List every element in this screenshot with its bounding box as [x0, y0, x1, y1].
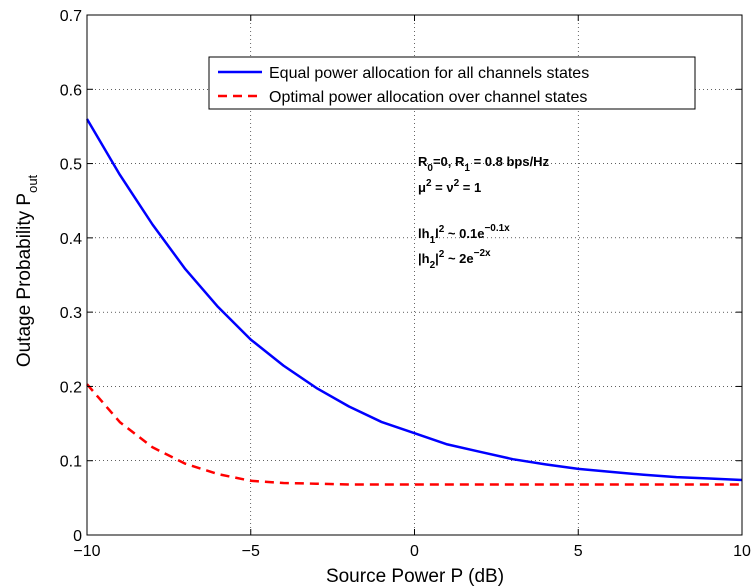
annotation-h1: lh1l2 ~ 0.1e−0.1x — [418, 223, 510, 246]
series-lines — [85, 118, 743, 486]
x-tick-label: −5 — [242, 543, 260, 560]
parameter-annotations: R0=0, R1 = 0.8 bps/Hz μ2 = ν2 = 1 lh1l2 … — [418, 154, 550, 271]
y-tick-label: 0.6 — [60, 82, 82, 99]
x-tick-label: 10 — [733, 543, 751, 560]
y-tick-label: 0.4 — [60, 231, 82, 248]
y-axis-label-group: Outage Probability Pout — [14, 174, 40, 367]
y-tick-label: 0 — [73, 528, 82, 545]
x-tick-label: 5 — [574, 543, 583, 560]
annotation-rates: R0=0, R1 = 0.8 bps/Hz — [418, 154, 550, 174]
y-tick-label: 0.7 — [60, 8, 82, 25]
legend-box — [208, 56, 696, 110]
legend-label-equal: Equal power allocation for all channels … — [269, 65, 589, 82]
axis-ticks: −10 −5 0 5 10 0 0.1 0.2 0.3 0.4 0.5 0.6 0.7 — [60, 8, 751, 560]
y-axis-label-main: Outage Probability P — [14, 193, 35, 367]
y-tick-label: 0.5 — [60, 157, 82, 174]
x-axis-label: Source Power P (dB) — [326, 566, 504, 587]
annotation-h2: |h2|2 ~ 2e−2x — [418, 248, 491, 271]
y-tick-label: 0.2 — [60, 379, 82, 396]
y-axis-label: Outage Probability Pout — [14, 174, 40, 367]
series-line-equal-power — [85, 118, 743, 482]
legend-label-optimal: Optimal power allocation over channel st… — [269, 89, 587, 106]
x-tick-label: −10 — [73, 543, 100, 560]
x-tick-label: 0 — [410, 543, 419, 560]
y-tick-label: 0.3 — [60, 305, 82, 322]
grid-lines — [87, 15, 742, 535]
annotation-mu-nu: μ2 = ν2 = 1 — [418, 178, 481, 195]
y-axis-label-subscript: out — [25, 174, 40, 192]
y-tick-label: 0.1 — [60, 454, 82, 471]
series-line-optimal-power — [86, 383, 742, 486]
legend: Equal power allocation for all channels … — [208, 56, 696, 110]
